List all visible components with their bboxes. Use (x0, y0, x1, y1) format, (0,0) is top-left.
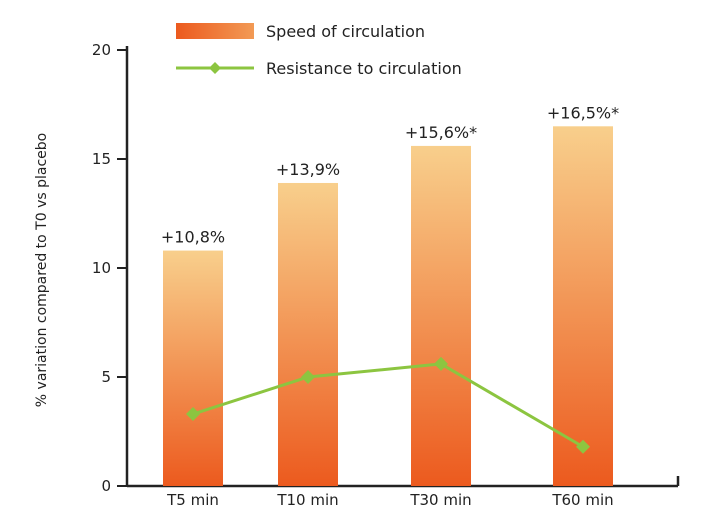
bar-speed-4 (553, 126, 613, 487)
point-resistance-1 (186, 407, 200, 422)
line-resistance (192, 362, 584, 449)
legend-swatch-speed (176, 23, 254, 39)
y-tick-label: 10 (92, 259, 111, 277)
data-label-speed-2: +13,9% (276, 160, 340, 179)
y-tick-label: 5 (101, 368, 111, 386)
legend-marker-resistance (209, 62, 221, 74)
legend-label-resistance: Resistance to circulation (266, 59, 462, 78)
x-tick-label-2: T10 min (276, 491, 338, 509)
bar-speed-1 (163, 250, 223, 486)
point-resistance-4 (576, 439, 590, 454)
y-tick-label: 15 (92, 150, 111, 168)
bar-speed-3 (411, 145, 471, 487)
data-label-speed-4: +16,5%* (547, 103, 619, 122)
x-tick-label-3: T30 min (409, 491, 471, 509)
x-tick-label-1: T5 min (166, 491, 219, 509)
x-tick-label-4: T60 min (551, 491, 613, 509)
data-label-speed-1: +10,8% (161, 228, 225, 247)
data-label-speed-3: +15,6%* (405, 123, 477, 142)
y-axis-title: % variation compared to T0 vs placebo (34, 133, 50, 407)
legend-label-speed: Speed of circulation (266, 22, 425, 41)
y-tick-label: 0 (101, 477, 111, 495)
point-resistance-2 (301, 370, 315, 384)
y-tick-label: 20 (92, 41, 111, 59)
legend: Speed of circulation Resistance to circu… (176, 22, 462, 78)
bar-speed-2 (278, 182, 338, 487)
point-resistance-3 (434, 356, 448, 371)
plot-area: 0 5 10 15 20 +10,8% +13,9% +15,6%* +16,5%* T5 min… (92, 41, 680, 509)
